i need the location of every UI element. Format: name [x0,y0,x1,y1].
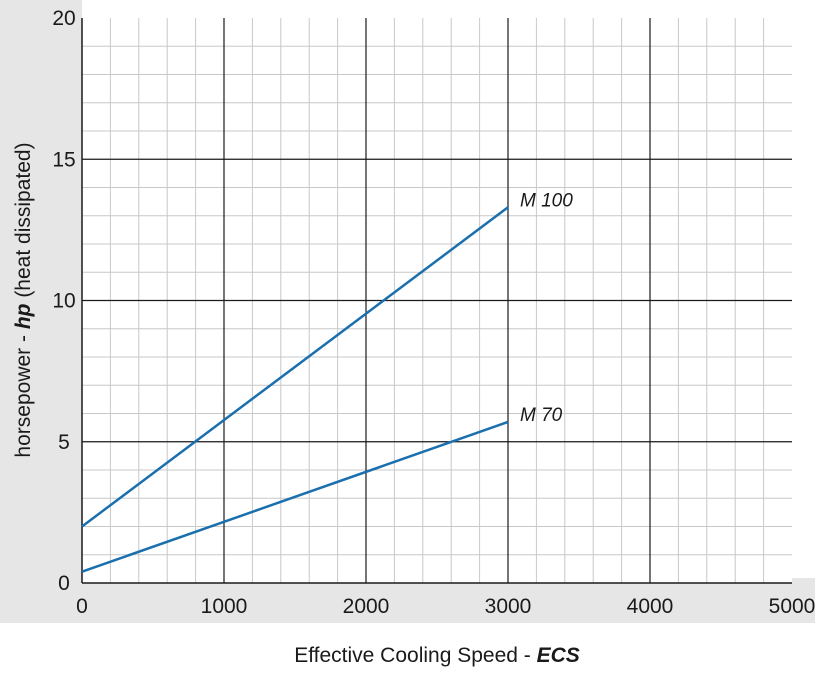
x-tick-label: 3000 [485,595,532,618]
x-axis-label: Effective Cooling Speed - ECS [294,644,580,667]
series-line-1 [81,420,509,573]
x-tick-label: 5000 [769,595,816,618]
y-tick-labels: 0 5 10 15 20 [52,7,75,595]
x-axis-label-emph: ECS [537,644,580,667]
x-tick-label: 0 [76,595,88,618]
series-line-0 [81,206,509,528]
y-tick-label: 5 [58,431,70,454]
y-tick-label: 20 [52,7,75,30]
series-labels: M 100 M 70 [520,190,573,426]
y-tick-label: 10 [52,290,75,313]
y-tick-label: 0 [58,572,70,595]
y-axis-label-tail: (heat dissipated) [12,142,35,303]
y-axis-label-emph: hp [12,303,35,329]
x-tick-label: 2000 [343,595,390,618]
y-axis-band [0,0,82,600]
series-label-0: M 100 [520,190,573,211]
series-label-1: M 70 [520,405,563,426]
y-axis-label: horsepower - hp (heat dissipated) [12,142,35,457]
x-axis-label-main: Effective Cooling Speed - [294,644,536,667]
series-lines [81,206,509,573]
x-tick-label: 1000 [201,595,248,618]
major-grid [81,18,792,584]
y-axis-label-main: horsepower - [12,329,35,457]
x-axis-band [0,578,815,623]
x-tick-labels: 0 1000 2000 3000 4000 5000 [76,595,815,618]
x-tick-label: 4000 [627,595,674,618]
y-tick-label: 15 [52,148,75,171]
